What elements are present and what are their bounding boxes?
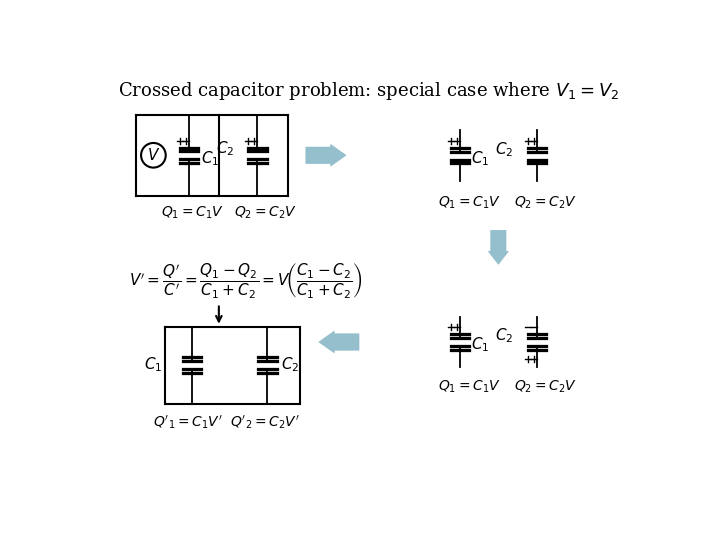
Text: $C_1$: $C_1$ bbox=[472, 150, 490, 168]
Text: $Q'_1 = C_1 V'$: $Q'_1 = C_1 V'$ bbox=[153, 414, 223, 431]
Text: $C_2$: $C_2$ bbox=[216, 140, 234, 158]
Text: $Q'_2 = C_2 V'$: $Q'_2 = C_2 V'$ bbox=[230, 414, 300, 431]
Text: $C_2$: $C_2$ bbox=[495, 140, 514, 159]
Text: $Q_1 = C_1 V$: $Q_1 = C_1 V$ bbox=[438, 379, 501, 395]
Text: $Q_2 = C_2 V$: $Q_2 = C_2 V$ bbox=[514, 194, 577, 211]
Polygon shape bbox=[319, 331, 359, 353]
Text: $Q_1 = C_1 V$: $Q_1 = C_1 V$ bbox=[438, 194, 501, 211]
Text: Crossed capacitor problem: special case where $V_1 = V_2$: Crossed capacitor problem: special case … bbox=[118, 80, 620, 102]
Text: $V$: $V$ bbox=[147, 147, 160, 163]
Text: $C_2$: $C_2$ bbox=[495, 327, 514, 345]
Text: $Q_2 = C_2 V$: $Q_2 = C_2 V$ bbox=[514, 379, 577, 395]
Polygon shape bbox=[488, 231, 508, 264]
Polygon shape bbox=[306, 145, 346, 166]
Text: $V' = \dfrac{Q'}{C'} = \dfrac{Q_1 - Q_2}{C_1 + C_2} = V\!\left(\dfrac{C_1 - C_2}: $V' = \dfrac{Q'}{C'} = \dfrac{Q_1 - Q_2}… bbox=[129, 261, 362, 300]
Text: $C_1$: $C_1$ bbox=[201, 149, 219, 168]
Text: $Q_1 = C_1 V$: $Q_1 = C_1 V$ bbox=[161, 205, 224, 221]
Text: $C_1$: $C_1$ bbox=[472, 336, 490, 354]
Text: $C_1$: $C_1$ bbox=[144, 356, 163, 374]
Text: $Q_2 = C_2 V$: $Q_2 = C_2 V$ bbox=[234, 205, 297, 221]
Text: $C_2$: $C_2$ bbox=[282, 356, 300, 374]
